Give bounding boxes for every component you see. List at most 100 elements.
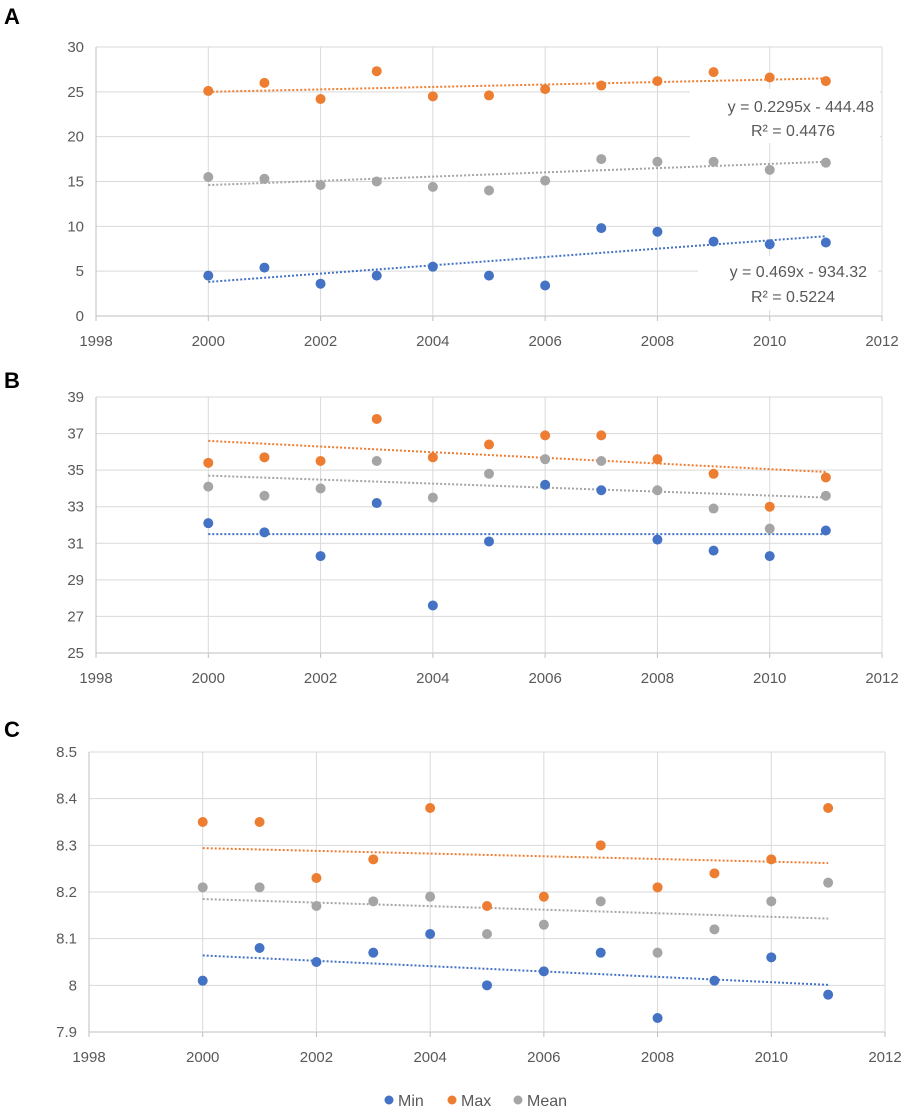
x-tick-label: 2010 (753, 670, 786, 687)
point-mean (371, 456, 382, 466)
trendline-min (208, 235, 826, 283)
point-mean (197, 882, 208, 893)
point-mean (371, 176, 382, 187)
point-max (484, 90, 494, 101)
point-min (766, 952, 777, 963)
point-min (596, 223, 607, 234)
y-tick-label: 27 (67, 608, 84, 625)
legend: Min Max Mean (384, 1093, 567, 1110)
legend-label-max: Max (461, 1093, 491, 1110)
panel-a-annotation-min: y = 0.469x - 934.32 R² = 0.5224 (698, 256, 878, 310)
point-mean (540, 175, 551, 186)
point-mean (315, 483, 326, 494)
annotation-equation-min: y = 0.469x - 934.32 (730, 264, 868, 281)
plot-area: 25 27 29 31 33 35 37 39 1998 2000 2002 2004 2006 2008… (67, 389, 898, 687)
point-max (371, 413, 382, 424)
point-min (823, 989, 834, 1000)
point-max (540, 430, 551, 441)
annotation-box (690, 89, 880, 143)
point-max (764, 501, 775, 512)
point-min (427, 261, 438, 272)
legend-item-mean: Mean (513, 1093, 567, 1110)
point-max (197, 817, 208, 827)
point-min (371, 498, 382, 509)
x-tick-label: 2000 (186, 1049, 219, 1066)
point-min (427, 600, 438, 611)
point-mean (709, 924, 720, 935)
point-max (540, 84, 551, 95)
annotation-r2-max: R² = 0.4476 (751, 123, 835, 140)
point-mean (708, 503, 719, 514)
point-mean (764, 523, 775, 534)
point-min (315, 278, 326, 289)
point-mean (259, 490, 270, 501)
point-mean (484, 185, 494, 196)
trendline-max (208, 439, 826, 473)
x-tick-label: 2000 (192, 333, 225, 350)
point-max (259, 77, 270, 88)
point-max (823, 803, 834, 813)
legend-marker-max (447, 1095, 457, 1105)
y-tick-label: 8.3 (56, 837, 77, 854)
point-mean (368, 896, 379, 907)
x-tick-label: 2006 (528, 670, 561, 687)
panel-a-label: A (4, 4, 20, 29)
point-mean (538, 919, 549, 930)
point-max (427, 452, 438, 463)
point-max (708, 468, 719, 479)
point-min (764, 551, 775, 562)
point-mean (259, 173, 270, 184)
point-min (709, 975, 720, 986)
point-min (484, 270, 494, 281)
point-min (484, 536, 494, 547)
point-mean (764, 164, 775, 175)
point-max (315, 94, 326, 105)
x-tick-label: 2012 (865, 333, 898, 350)
point-mean (652, 485, 663, 496)
point-max (203, 85, 214, 96)
point-min (708, 236, 719, 247)
y-tick-label: 8.5 (56, 744, 77, 761)
point-max (259, 452, 270, 463)
point-min (254, 943, 265, 953)
point-min (259, 262, 270, 273)
point-max (708, 67, 719, 78)
point-min (259, 527, 270, 538)
x-tick-label: 2008 (641, 1049, 674, 1066)
x-tick-label: 2000 (192, 670, 225, 687)
panel-c: C 7.9 8 8.1 8.2 8.3 8.4 8.5 1998 2000 2002 2004 200… (4, 717, 902, 1066)
point-min (368, 947, 379, 958)
y-tick-label: 8.4 (56, 791, 77, 808)
y-tick-label: 10 (67, 218, 84, 235)
point-max (203, 457, 214, 468)
point-max (425, 803, 436, 813)
y-tick-label: 25 (67, 84, 84, 101)
point-max (371, 66, 382, 77)
point-max (368, 854, 379, 865)
point-mean (484, 468, 494, 479)
point-mean (203, 172, 214, 183)
point-mean (427, 181, 438, 192)
point-max (766, 854, 777, 865)
x-tick-label: 2004 (416, 670, 449, 687)
x-tick-label: 2002 (304, 333, 337, 350)
point-min (596, 485, 607, 496)
legend-item-max: Max (447, 1093, 491, 1110)
point-mean (315, 180, 326, 191)
trendline-mean (208, 160, 826, 187)
panel-a: A 0 5 10 15 20 25 30 1998 2000 2002 2004 2006 2008 20… (4, 4, 899, 350)
point-min (540, 479, 551, 490)
y-tick-label: 37 (67, 426, 84, 443)
x-tick-label: 2004 (416, 333, 449, 350)
point-min (315, 551, 326, 562)
point-max (596, 80, 607, 91)
plot-area: 7.9 8 8.1 8.2 8.3 8.4 8.5 1998 2000 2002 2004 2006 2… (56, 744, 902, 1066)
point-min (311, 957, 322, 967)
point-mean (427, 492, 438, 503)
point-max (427, 91, 438, 102)
point-mean (820, 157, 831, 168)
y-tick-label: 8.2 (56, 884, 77, 901)
point-mean (652, 156, 663, 167)
y-tick-label: 39 (67, 389, 84, 406)
point-mean (425, 891, 436, 902)
